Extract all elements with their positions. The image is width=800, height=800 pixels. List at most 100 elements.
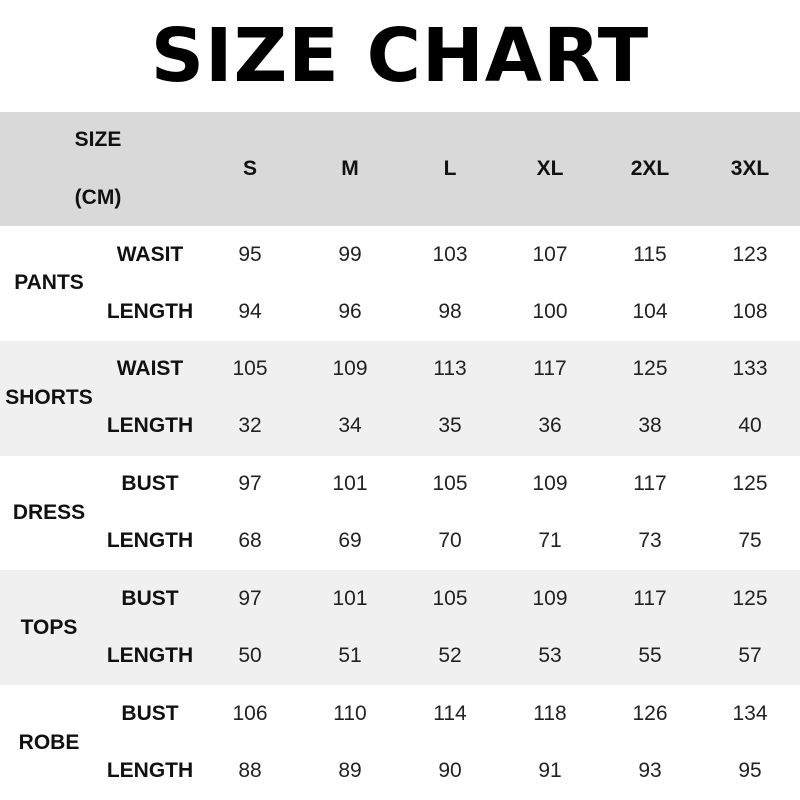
table-cell: 50	[238, 643, 262, 667]
table-cell: 95	[238, 242, 262, 266]
table-row: BUST 97 101 105 109 117 125	[0, 570, 800, 627]
category-label: PANTS	[14, 271, 84, 295]
table-cell: 35	[438, 414, 462, 438]
table-cell: 113	[433, 357, 467, 381]
table-row: WASIT 95 99 103 107 115 123	[0, 226, 800, 283]
table-cell: 125	[632, 357, 668, 381]
table-cell: 89	[338, 758, 362, 782]
measurement-label: BUST	[121, 586, 179, 610]
table-cell: 38	[638, 414, 662, 438]
category-label: TOPS	[20, 615, 78, 639]
table-cell: 71	[538, 529, 562, 553]
table-cell: 94	[238, 299, 262, 323]
table-cell: 36	[538, 414, 562, 438]
table-cell: 117	[633, 586, 667, 610]
table-cell: 90	[438, 758, 462, 782]
table-cell: 115	[633, 242, 667, 266]
table-row: BUST 97 101 105 109 117 125	[0, 456, 800, 513]
table-cell: 98	[438, 299, 462, 323]
table-cell: 107	[532, 242, 568, 266]
table-cell: 126	[632, 701, 668, 725]
table-row: LENGTH 32 34 35 36 38 40	[0, 398, 800, 455]
table-cell: 105	[432, 472, 468, 496]
category-label: SHORTS	[5, 386, 93, 410]
table-cell: 106	[232, 701, 268, 725]
table-cell: 117	[633, 472, 667, 496]
table-cell: 97	[238, 586, 262, 610]
size-col-header: 3XL	[730, 157, 770, 180]
measurement-label: LENGTH	[106, 758, 194, 782]
table-body: PANTS WASIT 95 99 103 107 115 123 LENGTH 94 96 98 10…	[0, 226, 800, 800]
table-cell: 134	[732, 701, 768, 725]
table-cell: 101	[332, 586, 368, 610]
measurement-label: WAIST	[116, 357, 184, 381]
category-label: ROBE	[18, 730, 80, 754]
measurement-label: LENGTH	[106, 529, 194, 553]
table-cell: 91	[538, 758, 562, 782]
table-cell: 99	[338, 242, 362, 266]
table-cell: 110	[333, 701, 367, 725]
measurement-label: BUST	[121, 472, 179, 496]
table-cell: 114	[433, 701, 467, 725]
table-cell: 125	[732, 586, 768, 610]
category-group: TOPS BUST 97 101 105 109 117 125 LENGTH 50 51 52 53 5…	[0, 570, 800, 686]
table-cell: 101	[332, 472, 368, 496]
unit-header-label: (CM)	[74, 186, 122, 209]
category-group: SHORTS WAIST 105 109 113 117 125 133 LENGTH 32 34 3…	[0, 340, 800, 456]
table-row: LENGTH 68 69 70 71 73 75	[0, 513, 800, 570]
table-cell: 34	[338, 414, 362, 438]
size-col-header: L	[443, 157, 457, 180]
measurement-label: BUST	[121, 701, 179, 725]
table-cell: 57	[738, 643, 762, 667]
page-title: SIZE CHART	[150, 13, 650, 99]
table-cell: 32	[238, 414, 262, 438]
table-cell: 105	[432, 586, 468, 610]
table-cell: 95	[738, 758, 762, 782]
size-col-header: S	[242, 157, 257, 180]
table-cell: 75	[738, 529, 762, 553]
table-row: WAIST 105 109 113 117 125 133	[0, 341, 800, 398]
table-cell: 55	[638, 643, 662, 667]
table-row: LENGTH 94 96 98 100 104 108	[0, 283, 800, 340]
table-cell: 123	[732, 242, 768, 266]
table-cell: 51	[338, 643, 362, 667]
size-col-header: M	[341, 157, 359, 180]
table-cell: 53	[538, 643, 562, 667]
table-cell: 100	[532, 299, 568, 323]
table-cell: 109	[532, 586, 568, 610]
table-cell: 104	[632, 299, 668, 323]
table-row: LENGTH 88 89 90 91 93 95	[0, 742, 800, 799]
size-header-label: SIZE	[74, 128, 122, 151]
table-cell: 96	[338, 299, 362, 323]
size-col-header: XL	[536, 157, 564, 180]
table-row: BUST 106 110 114 118 126 134	[0, 685, 800, 742]
table-cell: 68	[238, 529, 262, 553]
category-group: PANTS WASIT 95 99 103 107 115 123 LENGTH 94 96 98 10…	[0, 226, 800, 341]
table-cell: 133	[732, 357, 768, 381]
table-cell: 118	[533, 701, 567, 725]
table-cell: 73	[638, 529, 662, 553]
table-cell: 117	[533, 357, 567, 381]
table-cell: 70	[438, 529, 462, 553]
category-group: DRESS BUST 97 101 105 109 117 125 LENGTH 68 69 70 71…	[0, 456, 800, 571]
table-cell: 103	[432, 242, 468, 266]
measurement-label: LENGTH	[106, 299, 194, 323]
table-cell: 69	[338, 529, 362, 553]
table-cell: 88	[238, 758, 262, 782]
table-cell: 40	[738, 414, 762, 438]
table-header: SIZE (CM) S M L XL 2XL 3XL	[0, 112, 800, 226]
table-cell: 52	[438, 643, 462, 667]
table-cell: 109	[332, 357, 368, 381]
table-cell: 93	[638, 758, 662, 782]
table-cell: 105	[232, 357, 268, 381]
category-group: ROBE BUST 106 110 114 118 126 134 LENGTH 88 89 90 91…	[0, 685, 800, 800]
measurement-label: LENGTH	[106, 414, 194, 438]
table-cell: 109	[532, 472, 568, 496]
category-label: DRESS	[12, 500, 86, 524]
table-row: LENGTH 50 51 52 53 55 57	[0, 627, 800, 684]
table-cell: 108	[732, 299, 768, 323]
measurement-label: WASIT	[116, 242, 184, 266]
table-cell: 97	[238, 472, 262, 496]
measurement-label: LENGTH	[106, 643, 194, 667]
table-cell: 125	[732, 472, 768, 496]
